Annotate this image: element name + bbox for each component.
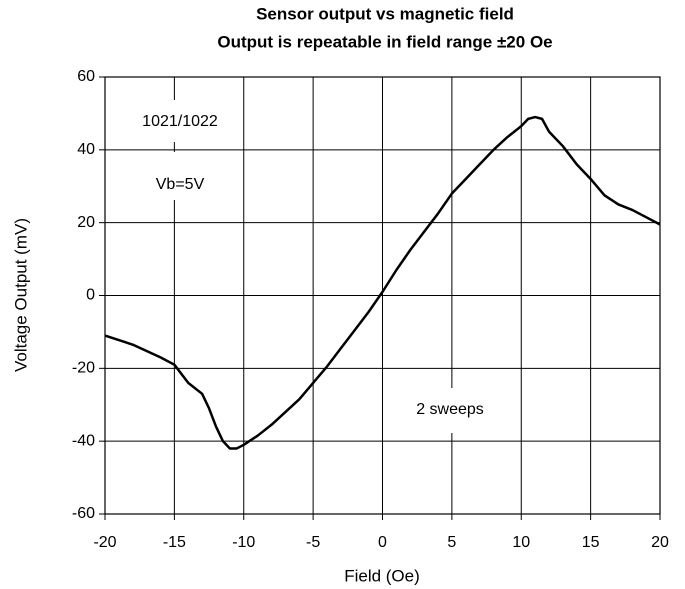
x-tick-label: -20	[93, 534, 116, 551]
annotation: 2 sweeps	[416, 401, 484, 418]
y-tick-label: 0	[86, 287, 95, 304]
y-tick-label: -60	[72, 505, 95, 522]
annotation-box	[115, 100, 240, 142]
annotation-box	[392, 388, 507, 433]
y-tick-label: 60	[77, 68, 95, 85]
annotation-box	[125, 152, 235, 200]
x-tick-label: -15	[163, 534, 186, 551]
x-axis-label: Field (Oe)	[344, 566, 420, 585]
annotation: Vb=5V	[156, 176, 205, 193]
x-tick-label: 10	[512, 534, 530, 551]
y-tick-label: -20	[72, 360, 95, 377]
y-tick-label: 20	[77, 214, 95, 231]
plot-border	[104, 76, 661, 515]
x-tick-label: 15	[582, 534, 600, 551]
x-tick-label: -10	[232, 534, 255, 551]
y-tick-label: -40	[72, 432, 95, 449]
x-tick-label: 20	[651, 534, 669, 551]
y-axis-label: Voltage Output (mV)	[11, 218, 30, 372]
y-tick-label: 40	[77, 141, 95, 158]
x-tick-label: 5	[447, 534, 456, 551]
chart-title: Sensor output vs magnetic field	[256, 4, 514, 23]
chart-subtitle: Output is repeatable in field range ±20 …	[217, 32, 552, 51]
x-tick-label: 0	[378, 534, 387, 551]
x-tick-label: -5	[306, 534, 320, 551]
annotation: 1021/1022	[142, 113, 218, 130]
data-line	[104, 115, 661, 450]
